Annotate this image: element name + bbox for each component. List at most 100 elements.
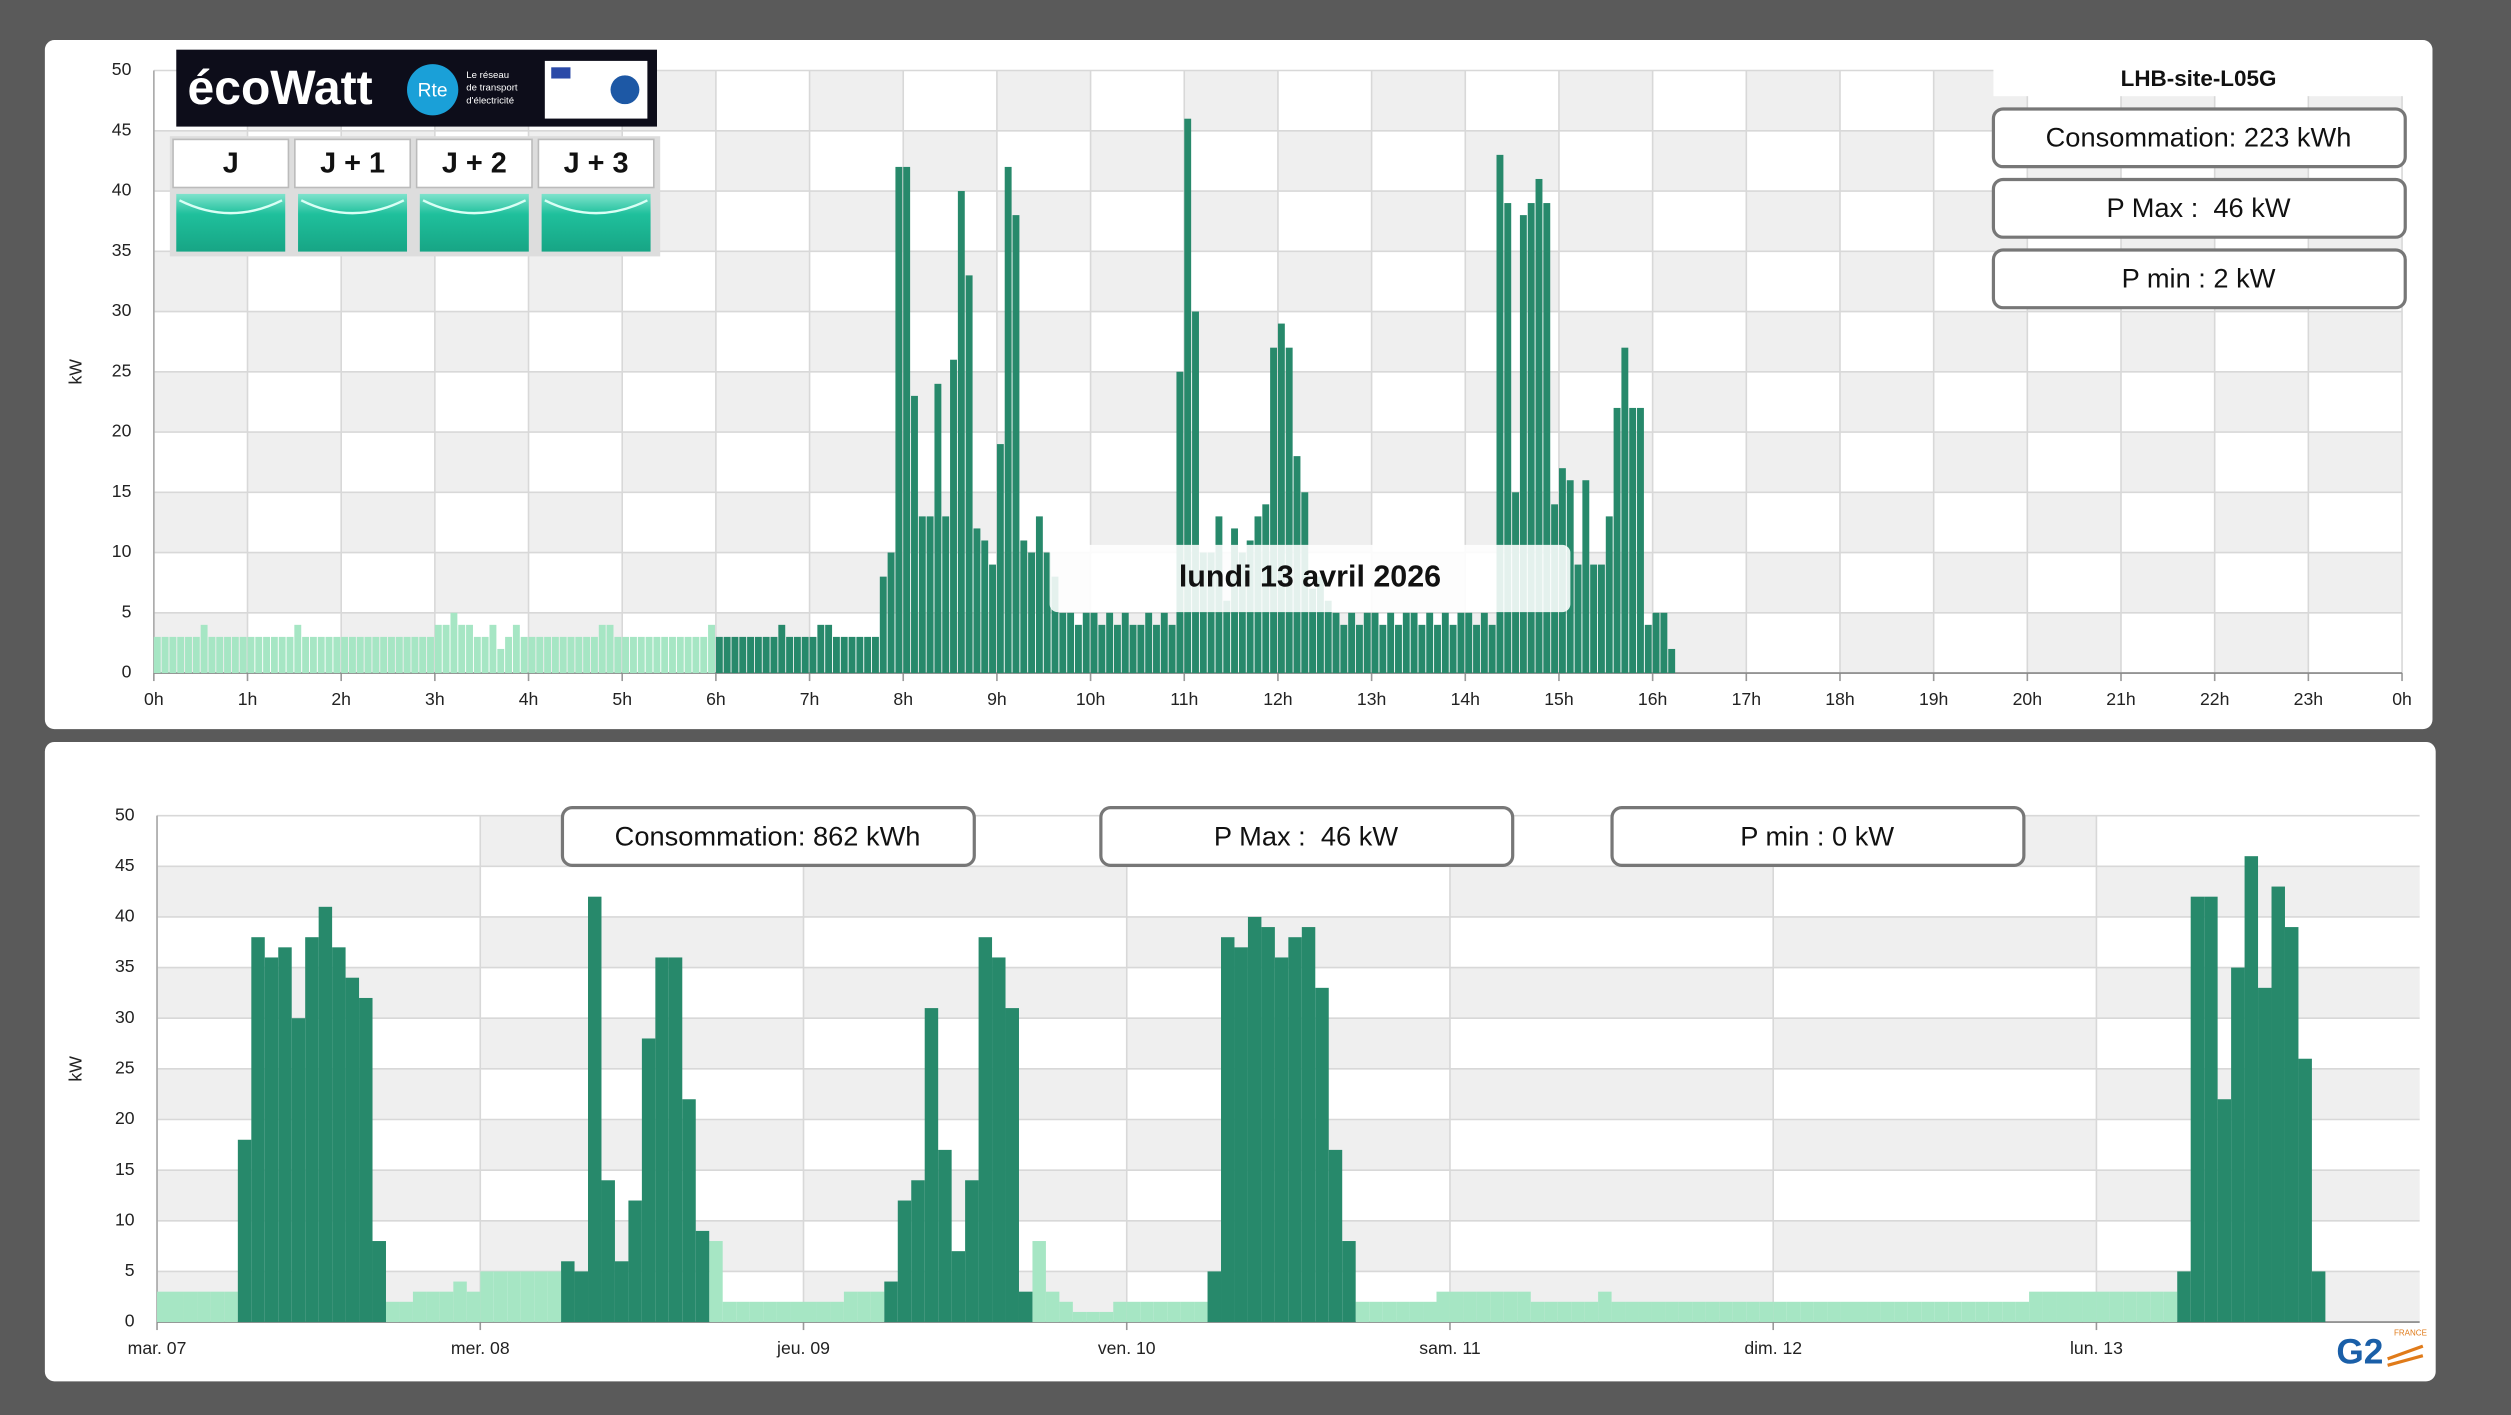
- day-wave: [544, 199, 648, 215]
- bar: [2096, 1291, 2110, 1323]
- bar: [2204, 896, 2218, 1323]
- bar: [1463, 1291, 1477, 1323]
- plot-cell: [1746, 130, 1840, 192]
- bar: [1598, 1291, 1612, 1323]
- bar: [263, 636, 271, 674]
- bar: [1355, 624, 1363, 674]
- bar: [989, 564, 996, 674]
- bar: [356, 636, 364, 674]
- bar: [1114, 624, 1121, 674]
- plot-cell: [809, 251, 904, 312]
- bar: [341, 636, 349, 674]
- plot-cell: [622, 612, 716, 674]
- bar: [884, 1281, 898, 1323]
- plot-cell: [247, 612, 342, 674]
- bar: [1324, 600, 1332, 674]
- bar: [1140, 1301, 1154, 1323]
- bar: [588, 896, 602, 1323]
- plot-cell: [434, 251, 529, 312]
- x-tick-label: 2h: [331, 689, 351, 709]
- bar: [1434, 624, 1441, 674]
- bar: [676, 636, 684, 674]
- plot-cell: [1839, 552, 1934, 613]
- bar: [1153, 1301, 1168, 1323]
- bar: [1490, 1291, 1504, 1323]
- bar: [2082, 1291, 2097, 1323]
- plot-cell: [1465, 251, 1559, 312]
- bar: [1517, 1291, 1531, 1323]
- bar: [1629, 407, 1637, 674]
- bar: [1813, 1301, 1828, 1323]
- x-tick-label: sam. 11: [1419, 1338, 1480, 1358]
- bar: [978, 937, 993, 1323]
- bar: [645, 636, 653, 674]
- plot-cell: [1839, 492, 1934, 553]
- bar: [473, 636, 481, 674]
- bar: [1476, 1291, 1491, 1323]
- bar: [161, 636, 169, 674]
- bar: [520, 636, 528, 674]
- bar: [715, 636, 723, 674]
- plot-cell: [480, 967, 804, 1019]
- bar: [1059, 1301, 1073, 1323]
- bar: [951, 1251, 966, 1323]
- bar: [911, 395, 918, 674]
- y-tick-label: 40: [115, 906, 135, 926]
- bar: [1840, 1301, 1854, 1323]
- bar: [856, 636, 864, 674]
- bar: [1288, 937, 1302, 1323]
- bar: [305, 937, 319, 1323]
- bar: [325, 636, 333, 674]
- bar: [864, 636, 872, 674]
- plot-cell: [247, 371, 342, 433]
- bar: [1382, 1301, 1397, 1323]
- bar: [2042, 1291, 2057, 1323]
- y-tick-label: 40: [112, 180, 132, 200]
- plot-cell: [1839, 311, 1934, 372]
- bar: [466, 1291, 481, 1323]
- plot-cell: [1449, 1018, 1774, 1069]
- bar: [2190, 896, 2205, 1323]
- bar: [1106, 612, 1114, 674]
- bar: [1223, 600, 1231, 674]
- stat-text: P min : 2 kW: [2122, 263, 2276, 294]
- bar: [709, 1241, 723, 1323]
- day-header: [294, 138, 412, 189]
- bar: [536, 636, 544, 674]
- bar: [1369, 1301, 1383, 1323]
- bar: [708, 624, 715, 674]
- plot-cell: [1449, 1119, 1774, 1171]
- bar: [1086, 1311, 1100, 1323]
- plot-cell: [434, 432, 529, 493]
- plot-cell: [341, 371, 435, 433]
- plot-cell: [1371, 130, 1466, 192]
- bar: [493, 1271, 508, 1323]
- bar: [1309, 588, 1317, 674]
- plot-cell: [1449, 866, 1774, 917]
- bar: [857, 1291, 871, 1323]
- bar: [749, 1301, 764, 1323]
- bar: [380, 636, 388, 674]
- plot-cell: [1449, 1170, 1774, 1221]
- bar: [177, 636, 185, 674]
- plot-cell: [1839, 371, 1934, 433]
- plot-cell: [1746, 251, 1840, 312]
- plot-cell: [153, 432, 248, 493]
- bar: [918, 516, 926, 674]
- bar: [2244, 856, 2259, 1323]
- y-tick-label: 25: [115, 1058, 135, 1078]
- bar: [385, 1301, 400, 1323]
- plot-cell: [1465, 70, 1559, 131]
- bar: [1621, 347, 1629, 674]
- plot-cell: [622, 311, 716, 372]
- bar: [1668, 648, 1676, 674]
- bar: [1082, 612, 1090, 674]
- x-tick-label: dim. 12: [1744, 1338, 1802, 1358]
- bar: [965, 275, 973, 674]
- bar: [1827, 1301, 1841, 1323]
- bar: [450, 612, 458, 674]
- plot-cell: [622, 492, 716, 553]
- bar: [372, 1241, 386, 1323]
- bar: [731, 636, 739, 674]
- plot-cell: [1746, 311, 1840, 372]
